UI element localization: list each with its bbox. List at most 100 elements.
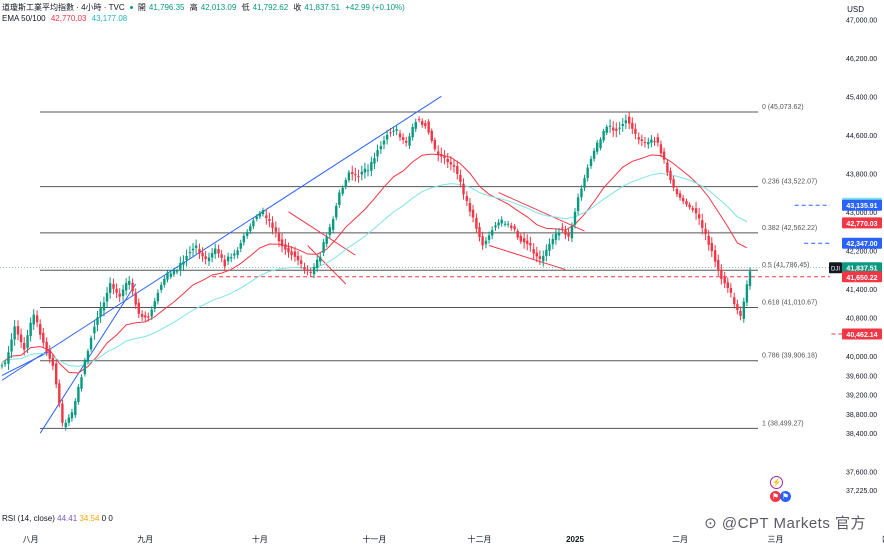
change-value: +42.99 (+0.10%): [345, 3, 405, 12]
price-tag-bg[interactable]: [842, 262, 882, 274]
candle-body: [669, 170, 672, 181]
price-tick-label: 42,200.00: [846, 248, 877, 255]
candle-body: [118, 293, 121, 297]
candle-body: [411, 127, 414, 138]
candle-body: [287, 247, 290, 253]
time-tick-label: 2025: [566, 535, 584, 544]
price-axis[interactable]: 47,000.00 46,200.00 45,400.00 44,600.00 43,8…: [846, 17, 877, 495]
candle-body: [503, 223, 507, 225]
candle-body: [392, 130, 395, 132]
candle-body: [561, 227, 564, 229]
rising-channel-top-trendline[interactable]: [1, 95, 442, 381]
candle-body: [265, 215, 268, 219]
candle-body: [239, 243, 242, 249]
price-tag-bg[interactable]: [842, 217, 882, 229]
candle-body: [653, 141, 656, 143]
candle-body: [729, 288, 733, 293]
candle-body: [363, 168, 367, 173]
fib-label-5: 0.786 (39,906.18): [762, 353, 817, 360]
candle-body: [608, 125, 612, 127]
lightning-event-icon[interactable]: ⚡: [770, 476, 783, 489]
price-tick-label: 47,000.00: [846, 17, 877, 24]
candle-body: [478, 227, 481, 238]
candle-body: [166, 272, 169, 280]
ema-legend[interactable]: EMA 50/100 42,770.03 43,177.08: [2, 14, 130, 24]
candle-body: [61, 403, 64, 423]
price-tag-bg[interactable]: [842, 237, 882, 249]
candle-body: [739, 310, 742, 316]
candle-body: [707, 235, 710, 245]
candle-body: [615, 128, 618, 131]
candle-body: [389, 132, 392, 134]
candle-body: [67, 417, 71, 423]
candle-body: [39, 324, 42, 335]
candle-body: [207, 257, 211, 262]
rsi-legend[interactable]: RSI (14, close) 44.41 34.54 0 0: [2, 514, 113, 523]
candle-body: [720, 269, 723, 280]
price-tag-bg[interactable]: [842, 199, 882, 211]
candle-body: [580, 188, 583, 198]
price-tag-label: 42,347.00: [846, 241, 877, 248]
time-tick-label: 九月: [137, 535, 153, 544]
candle-body: [612, 127, 615, 131]
wedge-bottom-trendline[interactable]: [488, 245, 566, 271]
candle-body: [586, 167, 589, 179]
candle-body: [64, 422, 67, 428]
price-tick-label: 38,400.00: [846, 431, 877, 438]
candle-body: [309, 271, 312, 273]
symbol-tag-bg: [829, 262, 842, 274]
wedge-top-trendline[interactable]: [498, 192, 585, 232]
candle-body: [395, 129, 398, 131]
candle-body: [249, 226, 252, 232]
candle-body: [242, 235, 246, 243]
candle-body: [717, 259, 720, 271]
price-tick-label: 43,000.00: [846, 210, 877, 217]
candle-body: [74, 401, 77, 416]
candle-body: [564, 230, 567, 235]
price-tag-label: 41,837.51: [846, 266, 877, 273]
candle-body: [494, 225, 497, 228]
candle-body: [688, 204, 691, 208]
price-tick-label: 39,600.00: [846, 373, 877, 380]
candle-body: [179, 263, 182, 270]
candle-body: [147, 316, 150, 318]
candle-body: [99, 308, 102, 317]
candle-body: [618, 127, 621, 129]
candle-body: [710, 243, 713, 252]
candle-body: [589, 158, 593, 167]
ema-label: EMA 50/100: [2, 14, 46, 23]
price-tag-bg[interactable]: [842, 328, 882, 340]
rising-channel-left-trendline[interactable]: [1, 350, 50, 376]
candle-body: [115, 288, 118, 293]
candle-body: [86, 351, 90, 362]
candle-body: [506, 223, 510, 225]
ema50-line[interactable]: [1, 153, 748, 374]
candle-body: [182, 261, 185, 265]
flag-event-icon[interactable]: ⚑: [770, 491, 781, 502]
flag-top-trendline[interactable]: [288, 211, 356, 256]
market-status-dot: [129, 6, 133, 10]
candle-body: [201, 252, 204, 257]
flag-bottom-trendline[interactable]: [307, 245, 347, 285]
time-axis[interactable]: 八月 九月 十月 十一月 十二月 2025 二月 三月 四月: [23, 534, 884, 544]
price-tag-bg[interactable]: [842, 271, 882, 283]
candle-body: [704, 228, 707, 235]
candle-body: [570, 226, 574, 239]
candle-body: [449, 162, 453, 165]
candle-body: [102, 302, 106, 311]
candle-body: [440, 154, 443, 157]
candle-body: [347, 172, 351, 181]
fib-label-3: 0.5 (41,786.45): [762, 262, 809, 269]
symbol-title[interactable]: 道瓊斯工業平均指數 · 4小時 · TVC: [2, 3, 125, 12]
candle-body: [370, 161, 373, 171]
ema100-line[interactable]: [1, 172, 748, 367]
flag-event-icon-2[interactable]: ⚑: [780, 491, 791, 502]
candle-body: [268, 219, 271, 221]
candle-body: [456, 166, 459, 175]
candle-body: [319, 256, 322, 262]
candle-body: [631, 122, 634, 129]
candle-body: [299, 260, 303, 264]
candle-body: [7, 352, 10, 364]
candle-body: [497, 222, 500, 226]
close-label: 收: [293, 3, 302, 12]
